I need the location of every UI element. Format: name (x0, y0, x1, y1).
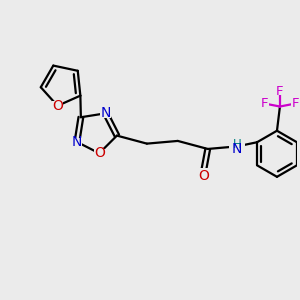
Bar (198, 168, 209, 177)
Text: F: F (261, 97, 268, 110)
Bar (291, 99, 299, 108)
Bar (52, 101, 63, 110)
Bar (100, 109, 111, 118)
Text: F: F (276, 85, 284, 98)
Text: O: O (198, 169, 209, 182)
Text: O: O (52, 99, 63, 113)
Text: O: O (94, 146, 105, 160)
Text: N: N (232, 142, 242, 156)
Text: N: N (100, 106, 111, 120)
Text: F: F (292, 97, 299, 110)
Bar (72, 137, 82, 146)
Bar (229, 141, 245, 152)
Bar (276, 87, 284, 95)
Bar (260, 99, 269, 108)
Text: H: H (233, 137, 242, 151)
Bar (94, 149, 105, 158)
Text: N: N (72, 135, 82, 149)
